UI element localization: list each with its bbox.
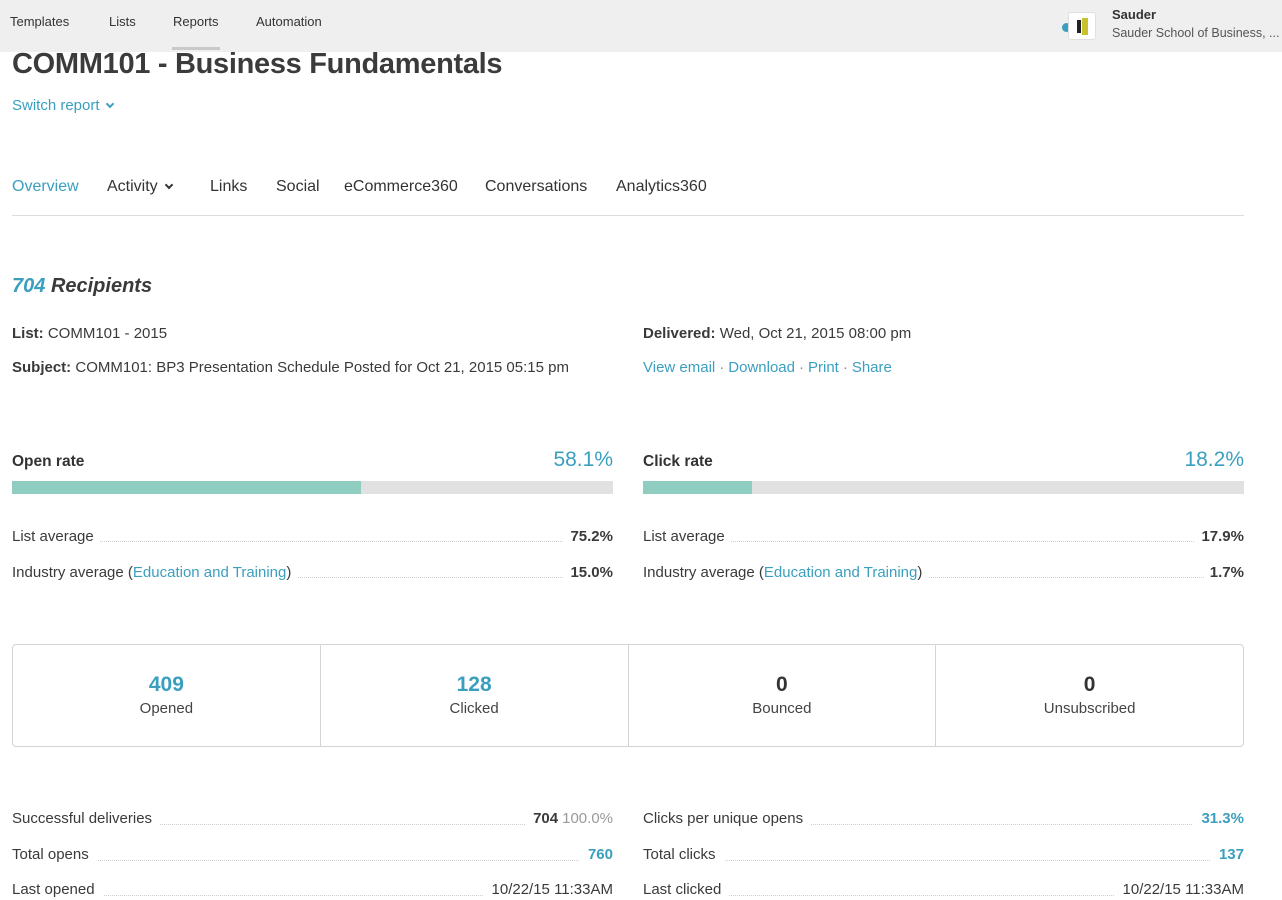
nav-lists[interactable]: Lists xyxy=(109,14,136,29)
open-rate-value: 58.1% xyxy=(553,448,613,471)
stat-opened-label: Opened xyxy=(139,700,194,717)
tab-social[interactable]: Social xyxy=(276,178,320,195)
stat-bounced-value: 0 xyxy=(776,673,788,696)
open-industry-average-row: Industry average (Education and Training… xyxy=(12,564,613,584)
delivered-label: Delivered: xyxy=(643,325,716,342)
click-industry-average-label: Industry average (Education and Training… xyxy=(643,564,929,581)
total-clicks-label: Total clicks xyxy=(643,846,724,863)
last-opened-label: Last opened xyxy=(12,881,103,898)
delivered-info: Delivered: Wed, Oct 21, 2015 08:00 pm xyxy=(643,325,911,342)
switch-report-label: Switch report xyxy=(12,97,100,114)
stats-box: 409 Opened 128 Clicked 0 Bounced 0 Unsub… xyxy=(12,644,1244,747)
total-opens-value[interactable]: 760 xyxy=(579,846,613,863)
recipients-label: Recipients xyxy=(50,275,153,297)
open-list-average-row: List average 75.2% xyxy=(12,528,613,548)
stat-clicked-label: Clicked xyxy=(449,700,499,717)
list-info: List: COMM101 - 2015 xyxy=(12,325,167,342)
total-clicks-row: Total clicks 137 xyxy=(643,846,1244,866)
stat-unsubscribed-value: 0 xyxy=(1083,673,1096,696)
industry-link[interactable]: Education and Training xyxy=(763,564,918,581)
open-list-average-label: List average xyxy=(12,528,100,545)
open-rate-bar-fill xyxy=(12,481,362,494)
tab-links[interactable]: Links xyxy=(210,178,248,195)
click-list-average-value: 17.9% xyxy=(1195,528,1244,545)
total-opens-row: Total opens 760 xyxy=(12,846,613,866)
nav-reports[interactable]: Reports xyxy=(172,14,220,50)
top-nav: Templates Lists Reports Automation Saude… xyxy=(0,0,1282,52)
stat-unsubscribed: 0 Unsubscribed xyxy=(936,645,1243,746)
subject-label: Subject: xyxy=(12,359,72,376)
nav-templates[interactable]: Templates xyxy=(10,14,70,29)
open-rate-label: Open rate xyxy=(12,453,85,470)
notification-dot xyxy=(1062,23,1071,32)
total-opens-label: Total opens xyxy=(12,846,97,863)
download-link[interactable]: Download xyxy=(728,359,795,376)
stat-opened: 409 Opened xyxy=(13,645,321,746)
chevron-down-icon xyxy=(105,99,114,109)
report-tabs: Overview Activity Links Social eCommerce… xyxy=(12,178,1244,216)
subject-info: Subject: COMM101: BP3 Presentation Sched… xyxy=(12,359,569,376)
stat-bounced-label: Bounced xyxy=(752,700,812,717)
account-logo xyxy=(1068,12,1096,40)
recipients-heading: 704 Recipients xyxy=(12,275,152,298)
last-opened-row: Last opened 10/22/15 11:33AM xyxy=(12,881,613,900)
recipients-count[interactable]: 704 xyxy=(12,275,46,297)
clicks-per-unique-opens-row: Clicks per unique opens 31.3% xyxy=(643,810,1244,830)
share-link[interactable]: Share xyxy=(851,359,892,376)
open-industry-average-value: 15.0% xyxy=(564,564,613,581)
click-rate-value: 18.2% xyxy=(1184,448,1244,471)
tab-conversations[interactable]: Conversations xyxy=(485,178,588,195)
list-label: List: xyxy=(12,325,44,342)
chevron-down-icon xyxy=(164,180,173,190)
industry-link[interactable]: Education and Training xyxy=(132,564,287,581)
stat-clicked-value[interactable]: 128 xyxy=(456,673,492,696)
account-org: Sauder School of Business, ... xyxy=(1112,26,1280,40)
delivered-value: Wed, Oct 21, 2015 08:00 pm xyxy=(719,325,912,342)
successful-deliveries-value: 704 100.0% xyxy=(525,810,613,827)
open-list-average-value: 75.2% xyxy=(564,528,613,545)
click-list-average-row: List average 17.9% xyxy=(643,528,1244,548)
account-name: Sauder xyxy=(1112,7,1157,22)
click-rate-bar xyxy=(643,481,1244,494)
email-actions: View email · Download · Print · Share xyxy=(643,359,892,376)
clicks-per-unique-opens-label: Clicks per unique opens xyxy=(643,810,812,827)
stat-clicked: 128 Clicked xyxy=(321,645,629,746)
total-clicks-value[interactable]: 137 xyxy=(1210,846,1244,863)
last-clicked-row: Last clicked 10/22/15 11:33AM xyxy=(643,881,1244,900)
print-link[interactable]: Print xyxy=(807,359,839,376)
stat-bounced: 0 Bounced xyxy=(629,645,937,746)
tab-overview[interactable]: Overview xyxy=(12,178,79,195)
successful-deliveries-row: Successful deliveries 704 100.0% xyxy=(12,810,613,830)
last-clicked-value: 10/22/15 11:33AM xyxy=(1114,881,1244,898)
page-title: COMM101 - Business Fundamentals xyxy=(12,48,503,80)
tab-activity-label: Activity xyxy=(107,178,158,195)
view-email-link[interactable]: View email xyxy=(643,359,716,376)
open-industry-average-label: Industry average (Education and Training… xyxy=(12,564,298,581)
click-industry-average-value: 1.7% xyxy=(1203,564,1244,581)
subject-value: COMM101: BP3 Presentation Schedule Poste… xyxy=(75,359,569,376)
last-opened-value: 10/22/15 11:33AM xyxy=(483,881,613,898)
stat-unsubscribed-label: Unsubscribed xyxy=(1043,700,1136,717)
last-clicked-label: Last clicked xyxy=(643,881,730,898)
click-rate-bar-fill xyxy=(643,481,753,494)
tab-analytics360[interactable]: Analytics360 xyxy=(616,178,707,195)
list-value: COMM101 - 2015 xyxy=(47,325,168,342)
click-rate-label: Click rate xyxy=(643,453,713,470)
click-industry-average-row: Industry average (Education and Training… xyxy=(643,564,1244,584)
switch-report-button[interactable]: Switch report xyxy=(12,97,114,114)
open-rate-bar xyxy=(12,481,613,494)
clicks-per-unique-opens-value[interactable]: 31.3% xyxy=(1193,810,1244,827)
tab-ecommerce360[interactable]: eCommerce360 xyxy=(344,178,458,195)
stat-opened-value[interactable]: 409 xyxy=(148,673,184,696)
tab-activity[interactable]: Activity xyxy=(107,178,173,196)
click-list-average-label: List average xyxy=(643,528,731,545)
successful-deliveries-label: Successful deliveries xyxy=(12,810,161,827)
nav-automation[interactable]: Automation xyxy=(256,14,322,29)
